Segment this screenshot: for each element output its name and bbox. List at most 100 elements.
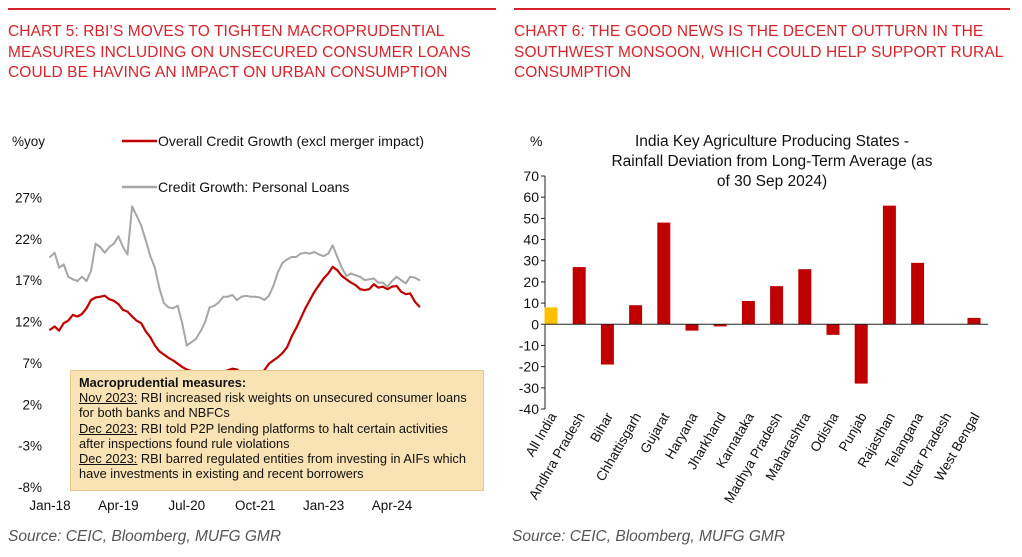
- data-point: [199, 330, 202, 333]
- chart-5-title: CHART 5: RBI’S MOVES TO TIGHTEN MACROPRU…: [8, 23, 471, 81]
- data-point: [313, 290, 316, 293]
- data-point: [413, 276, 416, 279]
- data-point: [131, 205, 134, 208]
- data-point: [117, 303, 120, 306]
- data-point: [363, 289, 366, 292]
- data-point: [322, 277, 325, 280]
- data-point: [122, 308, 124, 311]
- data-point: [272, 359, 275, 362]
- bar-rajasthan: [882, 205, 896, 325]
- data-point: [263, 299, 266, 301]
- data-point: [363, 279, 366, 282]
- bar-jharkhand: [713, 324, 727, 327]
- data-point: [144, 330, 147, 333]
- macroprudential-note: Macroprudential measures: Nov 2023: RBI …: [70, 370, 484, 491]
- data-point: [409, 292, 412, 295]
- y-tick-label: 50: [523, 210, 539, 226]
- x-tick-label: Oct-21: [235, 498, 276, 513]
- data-point: [153, 344, 156, 347]
- y-tick-label: 12%: [15, 315, 42, 330]
- data-point: [62, 322, 65, 325]
- data-point: [108, 298, 111, 301]
- data-point: [131, 315, 134, 318]
- data-point: [49, 328, 51, 331]
- data-point: [122, 246, 124, 248]
- data-point: [331, 244, 334, 247]
- data-point: [108, 246, 111, 248]
- data-point: [126, 253, 129, 256]
- chart-6-source: Source: CEIC, Bloomberg, MUFG GMR: [512, 528, 786, 545]
- data-point: [286, 346, 289, 349]
- y-tick-label: -10: [519, 337, 539, 353]
- data-point: [336, 256, 339, 258]
- data-point: [140, 322, 143, 325]
- data-point: [413, 300, 416, 303]
- data-point: [176, 304, 179, 307]
- data-point: [290, 335, 293, 338]
- data-point: [350, 272, 352, 275]
- y-tick-label: -3%: [18, 439, 42, 454]
- data-point: [254, 295, 257, 298]
- y-tick-label: 0: [531, 316, 539, 332]
- y-tick-label: 40: [523, 232, 539, 248]
- data-point: [167, 306, 170, 309]
- bar-karnataka: [741, 300, 755, 325]
- data-point: [340, 275, 343, 277]
- data-point: [163, 302, 165, 305]
- data-point: [181, 322, 184, 325]
- chart-6-plot: India Key Agriculture Producing States -…: [519, 133, 988, 506]
- data-point: [327, 272, 330, 275]
- data-point: [94, 242, 97, 245]
- y-tick-label: 22%: [15, 232, 42, 247]
- data-point: [409, 275, 412, 278]
- data-point: [395, 284, 398, 287]
- data-point: [226, 295, 229, 298]
- data-point: [231, 367, 234, 370]
- data-point: [49, 256, 51, 258]
- data-point: [372, 277, 375, 280]
- data-point: [90, 299, 92, 301]
- note-item: Dec 2023: RBI told P2P lending platforms…: [79, 421, 475, 451]
- data-point: [290, 256, 293, 258]
- chart-5-panel: CHART 5: RBI’S MOVES TO TIGHTEN MACROPRU…: [0, 0, 502, 557]
- note-item: Dec 2023: RBI barred regulated entities …: [79, 451, 475, 481]
- x-tick-label: Apr-19: [98, 498, 139, 513]
- data-point: [140, 224, 143, 227]
- data-point: [112, 242, 115, 245]
- data-point: [71, 313, 74, 316]
- y-tick-label: 60: [523, 189, 539, 205]
- data-point: [231, 294, 234, 296]
- chart-5-source: Source: CEIC, Bloomberg, MUFG GMR: [8, 528, 282, 545]
- data-point: [377, 286, 380, 289]
- data-point: [90, 270, 92, 272]
- data-point: [395, 275, 398, 278]
- data-point: [185, 344, 188, 347]
- data-point: [345, 275, 348, 277]
- data-point: [103, 294, 106, 297]
- data-point: [350, 281, 352, 284]
- data-point: [340, 266, 343, 269]
- data-point: [267, 294, 270, 297]
- note-text: RBI told P2P lending platforms to halt c…: [79, 420, 448, 451]
- y-tick-label: -40: [519, 401, 539, 417]
- title-rule: [8, 8, 496, 10]
- chart-6-panel: CHART 6: THE GOOD NEWS IS THE DECENT OUT…: [510, 0, 1010, 557]
- y-tick-label: -8%: [18, 480, 42, 495]
- bar-telangana: [911, 262, 925, 325]
- data-point: [336, 269, 339, 272]
- chart-6-inner-title: India Key Agriculture Producing States -…: [611, 133, 932, 190]
- y-tick-label: 17%: [15, 273, 42, 288]
- data-point: [58, 329, 61, 332]
- data-point: [62, 263, 65, 266]
- data-point: [194, 337, 197, 340]
- note-date: Nov 2023:: [79, 390, 138, 406]
- data-point: [53, 251, 56, 254]
- data-point: [391, 285, 393, 288]
- data-point: [149, 336, 152, 339]
- data-point: [172, 359, 175, 362]
- data-point: [208, 306, 211, 309]
- data-point: [158, 287, 161, 290]
- data-point: [172, 307, 175, 310]
- data-point: [99, 246, 102, 248]
- bar-all-india: [544, 307, 558, 325]
